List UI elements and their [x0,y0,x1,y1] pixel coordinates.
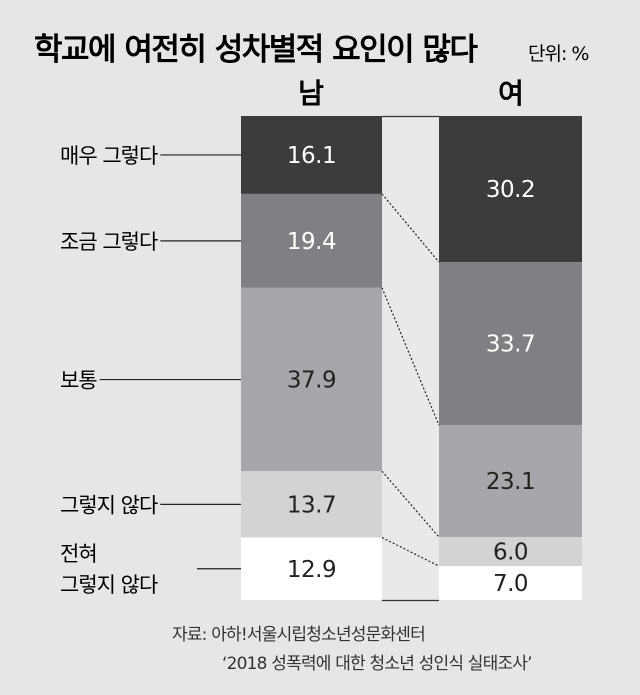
connector-line-3 [381,470,440,538]
value-label-male-5: 12.9 [287,557,336,583]
value-label-male-2: 19.4 [287,229,336,255]
connector-line-1 [381,193,440,263]
bar-segment-male-5 [241,537,382,600]
value-label-male-1: 16.1 [287,143,336,169]
value-label-female-4: 6.0 [493,540,528,566]
bar-segment-female-2 [439,262,582,426]
bar-segment-male-1 [241,116,382,194]
bar-segment-female-3 [439,425,582,538]
bar-segment-male-4 [241,471,382,538]
legend-label-5-line2: 그렇지 않다 [60,573,158,597]
bar-segment-male-3 [241,287,382,472]
connector-line-4 [381,537,440,567]
value-label-female-5: 7.0 [493,571,528,597]
value-label-female-2: 33.7 [486,332,535,358]
source-line-2: ‘2018 성폭력에 대한 청소년 성인식 실태조사’ [222,654,532,674]
category-label-male: 남 [298,77,324,110]
connector-gap [382,116,439,600]
connector-line-2 [381,287,440,426]
value-label-male-3: 37.9 [287,368,336,394]
legend-label-2: 조금 그렇다 [60,230,158,254]
bar-segment-female-5 [439,566,582,600]
bar-segment-male-2 [241,193,382,288]
legend-label-1: 매우 그렇다 [60,144,158,168]
bar-segment-female-4 [439,537,582,567]
legend-label-4: 그렇지 않다 [60,493,158,517]
source-line-1: 자료: 아하!서울시립청소년성문화센터 [172,625,425,645]
unit-label: 단위: % [528,43,588,65]
chart-title: 학교에 여전히 성차별적 요인이 많다 [34,32,478,68]
legend-label-3: 보통 [60,369,97,393]
value-label-female-3: 23.1 [486,469,535,495]
value-label-male-4: 13.7 [287,492,336,518]
legend-label-5-line1: 전혀 [60,542,97,566]
bar-segment-female-1 [439,116,582,263]
category-label-female: 여 [498,77,524,110]
value-label-female-1: 30.2 [486,177,535,203]
